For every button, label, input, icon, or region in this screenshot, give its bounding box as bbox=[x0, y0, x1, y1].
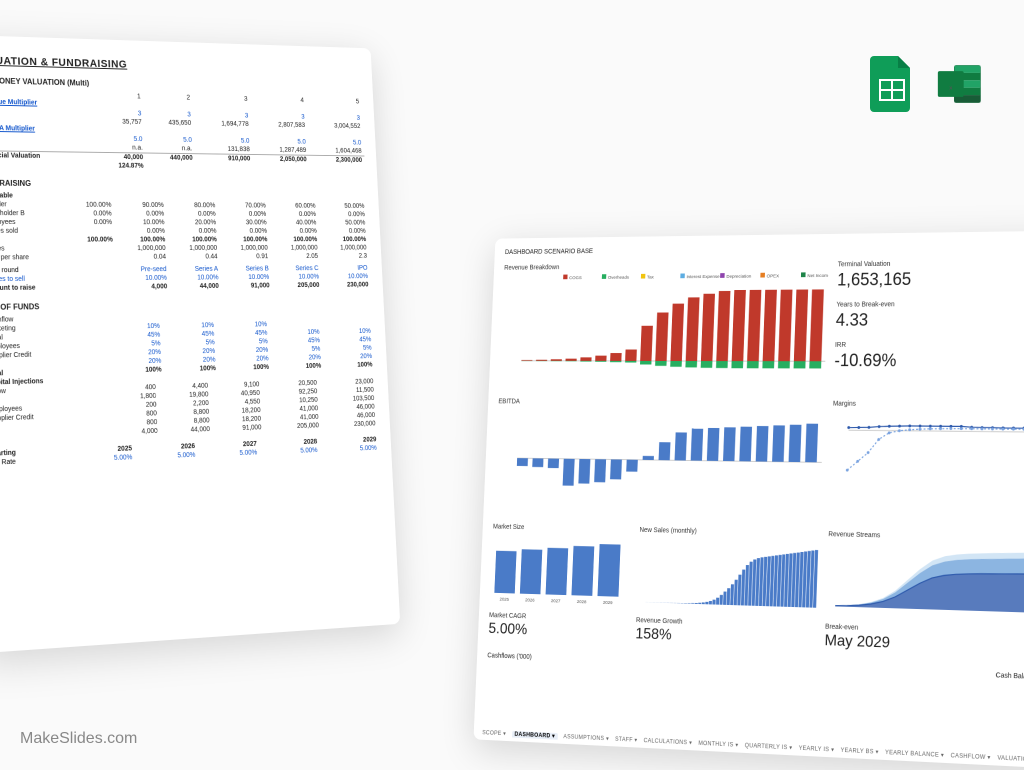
tab-calculations[interactable]: CALCULATIONS ▾ bbox=[643, 738, 692, 746]
page-title: VALUATION & FUNDRAISING bbox=[0, 55, 360, 77]
tab-assumptions[interactable]: ASSUMPTIONS ▾ bbox=[563, 734, 609, 742]
cash-balance-label: Cash Balance bbox=[996, 672, 1024, 681]
svg-text:Overheads: Overheads bbox=[608, 275, 630, 281]
cap-table: Cap Table Founder100.00%90.00%80.00%70.0… bbox=[0, 191, 371, 293]
svg-text:2026: 2026 bbox=[525, 597, 535, 603]
ebitda-title: EBITDA bbox=[498, 399, 824, 408]
market-size-chart: 2025 2026 2027 2028 2029 bbox=[489, 532, 630, 611]
tab-yearly-is[interactable]: YEARLY IS ▾ bbox=[799, 746, 835, 754]
capital-injections-table: Capital Injections Inflow4004,4009,10020… bbox=[0, 369, 378, 442]
watermark: MakeSlides.com bbox=[20, 730, 137, 748]
svg-text:Depreciation: Depreciation bbox=[726, 274, 752, 280]
margins-title: Margins bbox=[833, 401, 1024, 409]
tab-valuation[interactable]: VALUATION ▾ bbox=[997, 756, 1024, 764]
dashboard-topbar: DASHBOARD SCENARIO BASE bbox=[505, 242, 1024, 256]
market-cagr-value: 5.00% bbox=[488, 621, 627, 643]
tab-yearly-balance[interactable]: YEARLY BALANCE ▾ bbox=[885, 750, 944, 759]
tab-scope[interactable]: SCOPE ▾ bbox=[482, 730, 506, 737]
years-breakeven-label: Years to Break-even bbox=[836, 301, 1024, 309]
tab-dashboard[interactable]: DASHBOARD ▾ bbox=[512, 731, 558, 741]
svg-text:OPEX: OPEX bbox=[767, 273, 780, 279]
tab-quarterly-is[interactable]: QUARTERLY IS ▾ bbox=[745, 743, 793, 751]
excel-icon: X bbox=[936, 60, 984, 108]
new-sales-chart bbox=[636, 536, 819, 618]
years-table: Starting20252026202720282029 Ise Rate5.0… bbox=[0, 435, 380, 467]
dashboard-card: DASHBOARD SCENARIO BASE Revenue Breakdow… bbox=[473, 230, 1024, 769]
revenue-streams-chart bbox=[825, 540, 1024, 625]
tab-monthly-is[interactable]: MONTHLY IS ▾ bbox=[698, 741, 738, 749]
sheet-tabs[interactable]: SCOPE ▾ DASHBOARD ▾ ASSUMPTIONS ▾ STAFF … bbox=[482, 729, 1024, 765]
svg-text:Net Income: Net Income bbox=[807, 273, 828, 279]
tab-cashflow[interactable]: CASHFLOW ▾ bbox=[951, 753, 991, 761]
fundraising-heading: FUNDRAISING bbox=[0, 179, 366, 191]
margins-chart bbox=[829, 409, 1024, 520]
premoney-table: 12345 Revenue Multiplier 33333 35,757435… bbox=[0, 89, 365, 173]
cashflows-label: Cashflows ('000) bbox=[487, 653, 532, 661]
svg-text:2025: 2025 bbox=[499, 597, 509, 603]
revenue-growth-value: 158% bbox=[635, 626, 816, 650]
tab-staff[interactable]: STAFF ▾ bbox=[615, 737, 638, 744]
valuation-spreadsheet-card: VALUATION & FUNDRAISING PRE-MONEY VALUAT… bbox=[0, 35, 400, 654]
ebitda-chart bbox=[494, 407, 823, 506]
svg-text:Interest Expense: Interest Expense bbox=[686, 274, 720, 280]
svg-text:Tax: Tax bbox=[647, 274, 655, 280]
use-of-funds-heading: USE OF FUNDS bbox=[0, 298, 372, 312]
svg-text:2027: 2027 bbox=[551, 598, 561, 604]
terminal-valuation-value: 1,653,165 bbox=[837, 268, 1024, 290]
irr-value: -10.69% bbox=[834, 351, 1022, 372]
use-of-funds-table: CashflowMarketing10%10%10%Legal45%45%45%… bbox=[0, 310, 375, 378]
irr-label: IRR bbox=[835, 342, 1023, 349]
app-icons-row: X bbox=[868, 60, 984, 108]
google-sheets-icon bbox=[868, 60, 916, 108]
years-breakeven-value: 4.33 bbox=[835, 310, 1023, 331]
terminal-valuation-label: Terminal Valuation bbox=[838, 260, 1024, 269]
tab-yearly-bs[interactable]: YEARLY BS ▾ bbox=[840, 748, 878, 756]
svg-text:COGS: COGS bbox=[569, 275, 582, 281]
svg-text:2029: 2029 bbox=[603, 600, 613, 606]
svg-text:2028: 2028 bbox=[577, 599, 587, 605]
revenue-breakdown-chart: COGS Overheads Tax Interest Expense Deprecia… bbox=[499, 270, 828, 385]
